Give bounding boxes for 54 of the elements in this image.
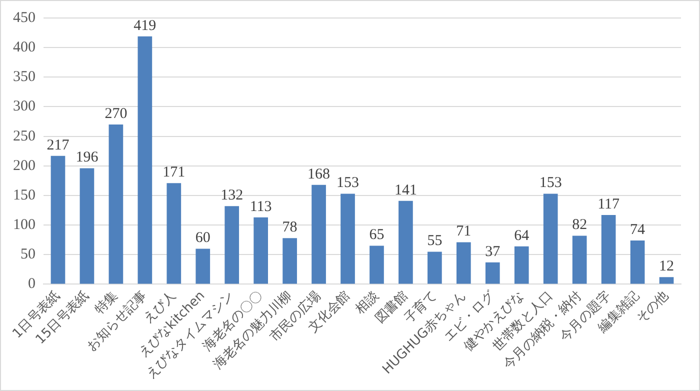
bar [50, 156, 66, 284]
bar [166, 183, 182, 284]
data-label: 37 [485, 244, 501, 260]
y-tick-label: 300 [13, 98, 36, 115]
data-label: 171 [162, 164, 186, 181]
data-label: 12 [659, 258, 674, 275]
data-label: 74 [630, 222, 646, 238]
bar [312, 184, 326, 284]
bar [80, 168, 94, 284]
y-tick-label: 0 [28, 276, 36, 292]
data-label: 82 [572, 217, 588, 234]
bar [514, 246, 529, 284]
data-label: 117 [598, 196, 620, 212]
data-label: 65 [369, 227, 384, 244]
y-tick-label: 100 [13, 217, 36, 234]
bar [428, 252, 442, 284]
bar [370, 246, 384, 284]
bar [224, 206, 240, 284]
bar [398, 200, 413, 284]
bar [108, 124, 124, 284]
y-tick-label: 250 [13, 128, 36, 144]
bar [196, 248, 210, 284]
bar [485, 262, 500, 284]
bar [630, 240, 645, 284]
data-label: 71 [456, 224, 472, 240]
y-tick-label: 400 [13, 40, 36, 56]
data-label: 153 [539, 175, 562, 192]
data-label: 141 [394, 182, 417, 198]
y-tick-label: 50 [20, 246, 36, 263]
bar [254, 217, 268, 284]
data-label: 270 [104, 106, 128, 122]
data-label: 196 [76, 150, 99, 166]
data-label: 217 [46, 137, 70, 154]
bar [659, 277, 674, 284]
bar [543, 194, 558, 284]
data-label: 64 [514, 228, 530, 244]
data-label: 60 [195, 230, 210, 246]
data-label: 153 [336, 175, 360, 192]
data-label: 168 [308, 166, 330, 182]
bar [572, 236, 587, 284]
bar [282, 238, 297, 284]
data-label: 419 [134, 18, 156, 34]
data-label: 132 [220, 188, 244, 204]
data-label: 55 [427, 233, 442, 250]
y-tick-label: 350 [13, 69, 36, 86]
bar [340, 194, 355, 284]
bar [601, 215, 616, 284]
y-tick-label: 150 [13, 187, 36, 204]
data-label: 113 [250, 198, 272, 215]
y-tick-label: 200 [13, 158, 36, 174]
data-label: 78 [282, 220, 298, 236]
bar [138, 36, 152, 284]
y-tick-label: 450 [13, 10, 36, 26]
bar [456, 242, 471, 284]
